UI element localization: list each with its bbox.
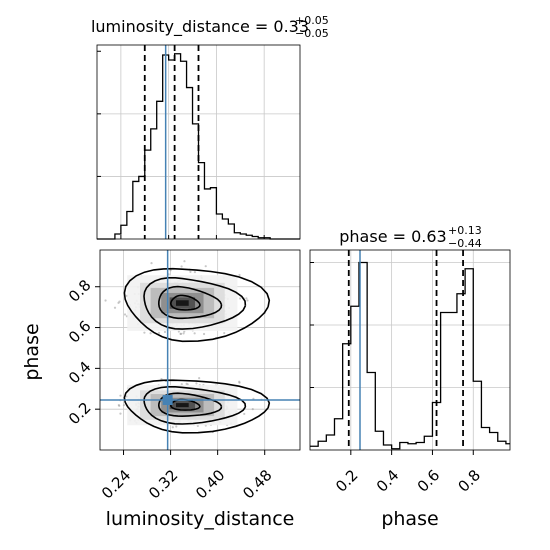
scatter-point [104,299,107,302]
title-name: luminosity_distance [91,17,250,37]
scatter-point [182,332,185,335]
scatter-point [223,331,226,335]
contour-line [143,385,247,425]
scatter-point [183,330,186,333]
scatter-point [95,282,97,284]
quantile-lines-phase [347,250,464,450]
scatter-point [196,424,199,428]
title-lower: −0.44 [448,237,482,250]
frame-2d [99,249,301,451]
x-tick-label: 0.32 [145,466,181,502]
x-tick-label: 0.8 [454,466,484,496]
title-upper: +0.13 [448,224,482,237]
ticks-top [97,50,265,239]
scatter-point [157,331,161,335]
scatter-point [117,403,120,407]
title-eq: = [388,227,412,246]
x-tick-label: 0.40 [192,466,228,502]
truth-marker [162,395,173,405]
y-tick-label: 0.6 [65,317,95,347]
scatter-point [123,313,127,316]
scatter-point [238,273,241,277]
title-name: phase [339,227,387,246]
x-tick-label: 0.4 [373,466,403,496]
scatter-point [122,404,126,407]
scatter-point [195,382,198,385]
density-block [176,300,189,306]
scatter-point [238,380,241,383]
scatter-point [169,269,172,272]
contours [123,267,271,434]
scatter-point [150,262,153,265]
scatter-point [193,270,197,274]
scatter-point [125,395,128,398]
scatter-point [245,297,248,300]
title-value: 0.63 [411,227,447,246]
contour-line [157,285,223,320]
title-phase: phase = 0.63 [339,227,446,246]
density-block [176,403,189,408]
scatter-point [189,270,192,273]
scatter-point [118,300,121,303]
scatter-point [179,332,182,335]
scatter-point [193,332,196,335]
title-eq: = [250,17,274,36]
scatter-point [251,407,254,411]
title-luminosity-distance: luminosity_distance = 0.33 [91,17,309,37]
title-value: 0.33 [273,17,309,36]
scatter-point [175,425,178,428]
scatter-point [243,412,246,416]
x-tick-label: 0.6 [414,466,444,496]
histogram-phase [310,261,510,450]
scatter-point [246,299,249,302]
scatter-point [239,297,242,300]
scatter-point [119,394,122,397]
scatter-point [204,265,207,268]
x-tick-label: 0.24 [98,466,134,502]
title-lower: −0.05 [295,27,329,40]
scatter-point [180,383,183,386]
x-tick-label: 0.2 [332,466,362,496]
scatter-point [143,331,146,334]
ticks-bottom-right: 0.2 0.4 0.6 0.8 [310,262,484,496]
scatter-point [149,332,152,335]
histogram-luminosity-distance [97,53,300,240]
scatter-point [183,260,186,263]
x-tick-label: 0.48 [239,466,275,502]
contour-line [157,392,223,418]
contour-line [123,267,271,343]
contour-line [143,276,247,330]
scatter-point [177,330,180,333]
scatter-point [119,412,122,415]
scatter-point [163,330,167,334]
panel-luminosity-distance-hist: luminosity_distance = 0.33 +0.05 −0.05 [91,14,329,240]
y-tick-label: 0.4 [65,358,95,388]
xlabel-phase: phase [381,508,438,530]
scatter-point [198,377,201,380]
frame-bottom-right [309,249,511,451]
ylabel-phase: phase [21,323,43,380]
scatter-point [202,332,206,336]
y-tick-label: 0.2 [65,399,95,429]
scatter-point [171,426,174,429]
scatter-point [113,306,117,309]
grid-bottom-right [310,250,510,450]
scatter-point [180,265,183,268]
xlabel-luminosity-distance: luminosity_distance [106,508,295,530]
y-tick-label: 0.8 [65,276,95,306]
panel-2d: 0.24 0.32 0.40 0.48 0.2 0.4 0.6 0.8 luminosity_… [21,249,301,530]
contour-line [123,379,271,434]
contour-line [169,294,201,311]
frame-top [96,44,301,240]
panel-phase-hist: phase = 0.63 +0.13 −0.44 0.2 0.4 0.6 0.8 ph… [309,224,511,530]
quantile-lines-luminosity-distance [143,45,200,239]
title-upper: +0.05 [295,14,329,27]
